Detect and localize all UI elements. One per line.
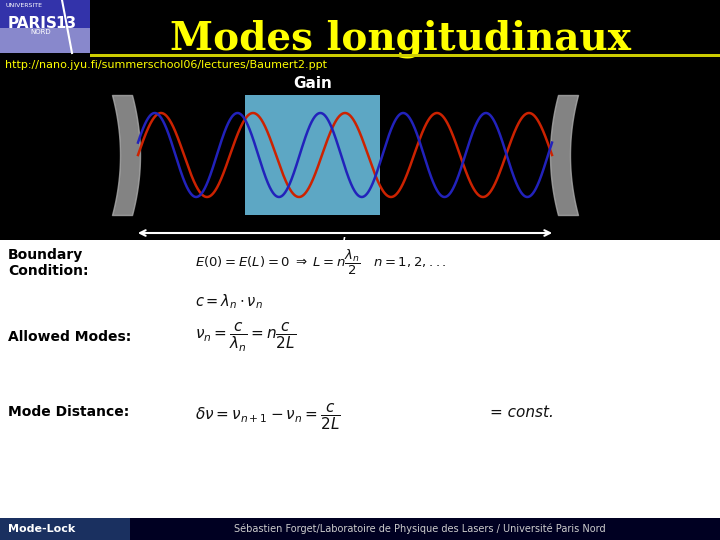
Bar bbox=[0, 0, 90, 53]
Text: $\nu_n = \dfrac{c}{\lambda_n} = n\dfrac{c}{2L}$: $\nu_n = \dfrac{c}{\lambda_n} = n\dfrac{… bbox=[195, 322, 296, 354]
Text: UNIVERSITE: UNIVERSITE bbox=[5, 3, 42, 8]
Text: $E(0) = E(L) = 0 \;\Rightarrow\; L = n\dfrac{\lambda_n}{2} \quad n = 1, 2, ...$: $E(0) = E(L) = 0 \;\Rightarrow\; L = n\d… bbox=[195, 248, 446, 277]
Text: 13: 13 bbox=[55, 16, 76, 31]
Text: Gain: Gain bbox=[293, 76, 332, 91]
Text: $\delta\nu = \nu_{n+1} - \nu_n = \dfrac{c}{2L}$: $\delta\nu = \nu_{n+1} - \nu_n = \dfrac{… bbox=[195, 402, 341, 432]
Text: NORD: NORD bbox=[30, 29, 50, 35]
Text: PARIS: PARIS bbox=[8, 16, 58, 31]
Text: Sébastien Forget/Laboratoire de Physique des Lasers / Université Paris Nord: Sébastien Forget/Laboratoire de Physique… bbox=[234, 524, 606, 534]
Bar bbox=[0, 28, 90, 53]
Text: Allowed Modes:: Allowed Modes: bbox=[8, 330, 131, 344]
Bar bbox=[0, 240, 720, 540]
Text: Boundary
Condition:: Boundary Condition: bbox=[8, 248, 89, 278]
Text: $c = \lambda_n \cdot \nu_n$: $c = \lambda_n \cdot \nu_n$ bbox=[195, 292, 263, 310]
Text: Modes longitudinaux: Modes longitudinaux bbox=[169, 20, 631, 58]
Text: http://nano.jyu.fi/summerschool06/lectures/Baumert2.ppt: http://nano.jyu.fi/summerschool06/lectur… bbox=[5, 60, 327, 70]
Bar bbox=[0, 518, 130, 540]
Text: = const.: = const. bbox=[490, 405, 554, 420]
Bar bbox=[245, 95, 380, 215]
Bar bbox=[90, 54, 720, 57]
Text: Mode-Lock: Mode-Lock bbox=[8, 524, 76, 534]
Bar bbox=[0, 518, 720, 540]
Text: $L$: $L$ bbox=[340, 236, 350, 254]
Text: Mode Distance:: Mode Distance: bbox=[8, 405, 130, 419]
